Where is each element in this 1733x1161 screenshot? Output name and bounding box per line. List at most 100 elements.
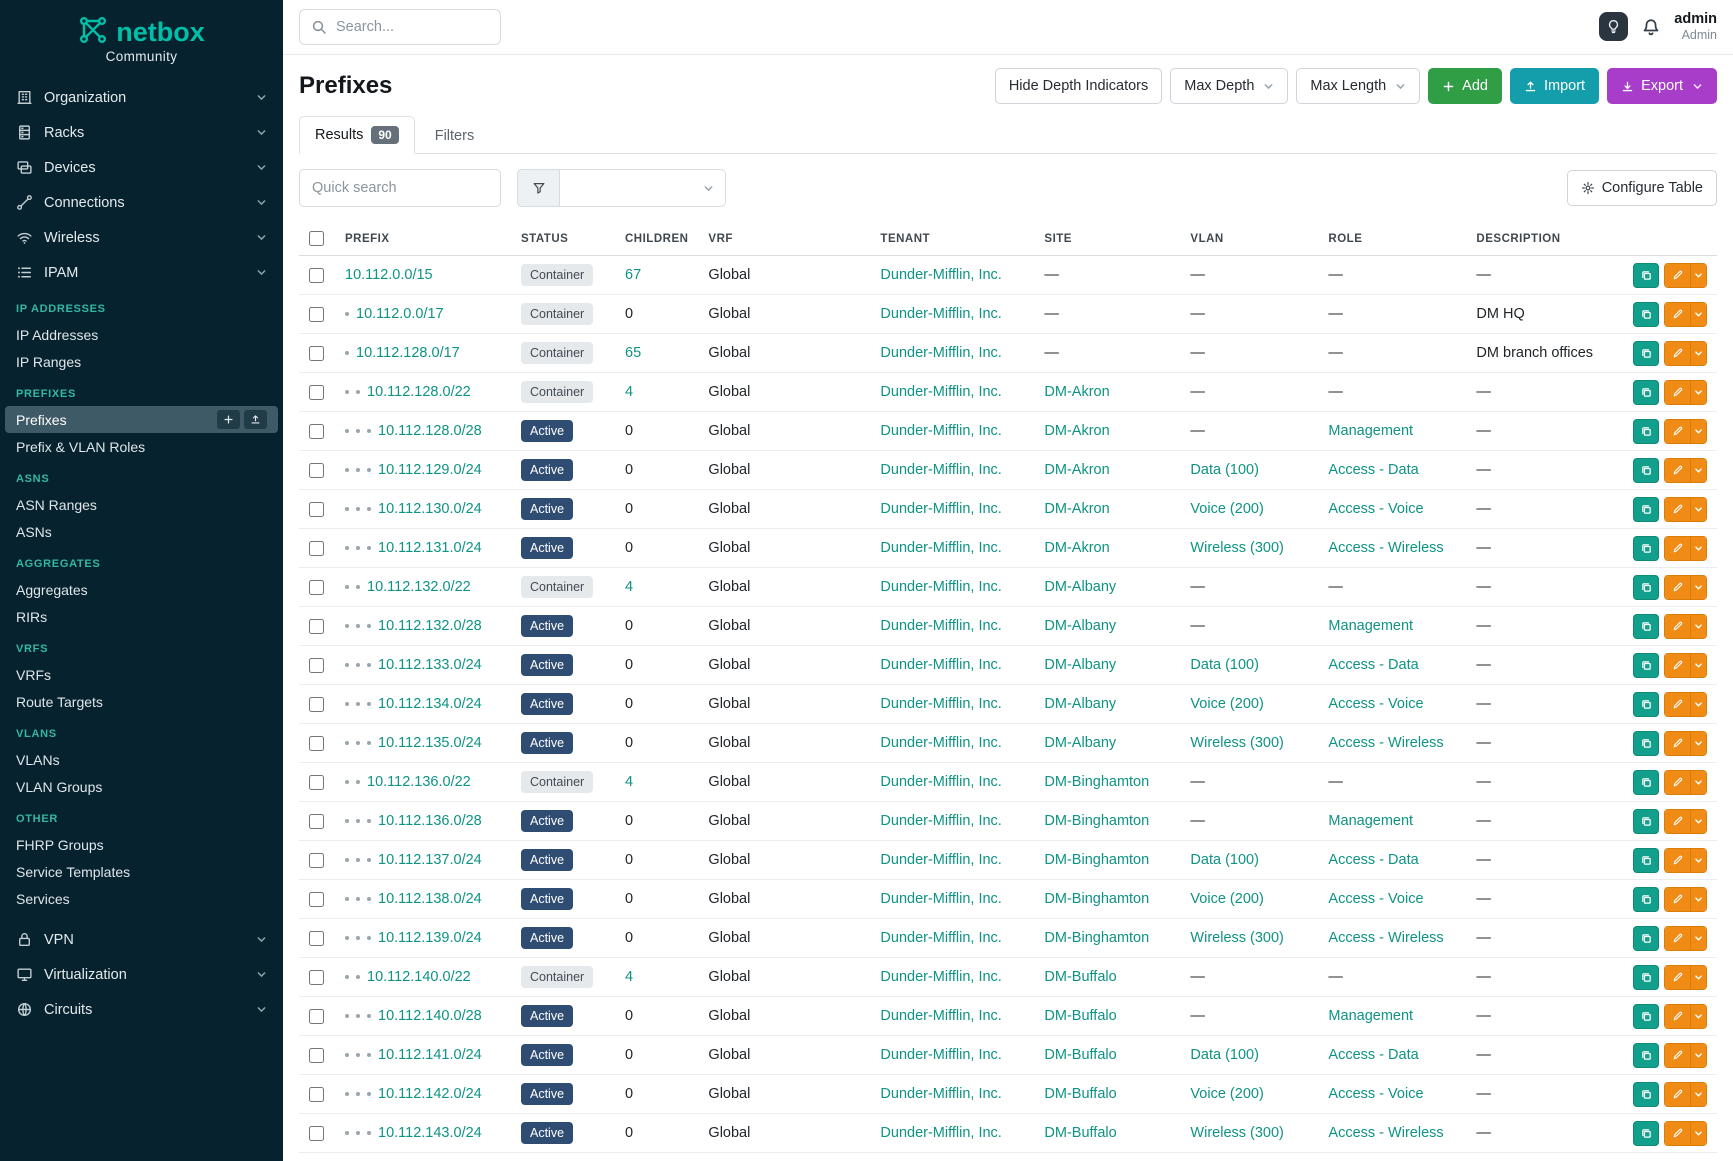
vlan-link[interactable]: Wireless (300) [1190, 540, 1284, 556]
column-header-children[interactable]: CHILDREN [615, 222, 699, 256]
edit-button[interactable] [1665, 770, 1690, 794]
row-checkbox[interactable] [309, 852, 324, 868]
role-link[interactable]: Access - Voice [1328, 1086, 1424, 1102]
site-link[interactable]: DM-Buffalo [1044, 1008, 1117, 1024]
edit-dropdown-caret[interactable] [1690, 692, 1706, 716]
site-link[interactable]: DM-Albany [1044, 618, 1117, 634]
row-checkbox[interactable] [309, 540, 324, 556]
prefix-link[interactable]: 10.112.136.0/22 [367, 774, 471, 790]
tenant-link[interactable]: Dunder-Mifflin, Inc. [880, 384, 1002, 400]
column-header-vlan[interactable]: VLAN [1180, 222, 1319, 256]
site-link[interactable]: DM-Albany [1044, 657, 1117, 673]
row-checkbox[interactable] [309, 1125, 324, 1141]
edit-button[interactable] [1665, 1121, 1690, 1145]
prefix-link[interactable]: 10.112.136.0/28 [378, 813, 482, 829]
sidebar-item-aggregates[interactable]: Aggregates [5, 576, 278, 603]
row-checkbox[interactable] [309, 696, 324, 712]
prefix-link[interactable]: 10.112.142.0/24 [378, 1086, 482, 1102]
vlan-link[interactable]: Voice (200) [1190, 696, 1264, 712]
sidebar-item-vrfs[interactable]: VRFs [5, 661, 278, 688]
row-checkbox[interactable] [309, 930, 324, 946]
edit-dropdown-caret[interactable] [1690, 614, 1706, 638]
tenant-link[interactable]: Dunder-Mifflin, Inc. [880, 969, 1002, 985]
row-checkbox[interactable] [309, 579, 324, 595]
netbox-logo[interactable]: netbox Community [0, 0, 283, 74]
tenant-link[interactable]: Dunder-Mifflin, Inc. [880, 540, 1002, 556]
clone-button[interactable] [1633, 301, 1659, 327]
import-button[interactable]: Import [1509, 68, 1600, 104]
global-search-input[interactable] [336, 19, 489, 35]
tenant-link[interactable]: Dunder-Mifflin, Inc. [880, 501, 1002, 517]
edit-button[interactable] [1665, 692, 1690, 716]
edit-button[interactable] [1665, 536, 1690, 560]
clone-button[interactable] [1633, 535, 1659, 561]
quick-add-button[interactable] [217, 410, 240, 429]
prefix-link[interactable]: 10.112.132.0/28 [378, 618, 482, 634]
user-menu[interactable]: admin Admin [1674, 11, 1717, 43]
site-link[interactable]: DM-Binghamton [1044, 774, 1150, 790]
site-link[interactable]: DM-Buffalo [1044, 1086, 1117, 1102]
site-link[interactable]: DM-Akron [1044, 501, 1110, 517]
prefix-link[interactable]: 10.112.133.0/24 [378, 657, 482, 673]
sidebar-item-rirs[interactable]: RIRs [5, 603, 278, 630]
clone-button[interactable] [1633, 1120, 1659, 1146]
row-checkbox[interactable] [309, 1047, 324, 1063]
edit-dropdown-caret[interactable] [1690, 575, 1706, 599]
clone-button[interactable] [1633, 418, 1659, 444]
clone-button[interactable] [1633, 847, 1659, 873]
edit-button[interactable] [1665, 965, 1690, 989]
sidebar-item-vpn[interactable]: VPN [0, 922, 283, 957]
clone-button[interactable] [1633, 925, 1659, 951]
edit-button[interactable] [1665, 887, 1690, 911]
prefix-link[interactable]: 10.112.140.0/28 [378, 1008, 482, 1024]
clone-button[interactable] [1633, 457, 1659, 483]
row-checkbox[interactable] [309, 657, 324, 673]
clone-button[interactable] [1633, 340, 1659, 366]
tenant-link[interactable]: Dunder-Mifflin, Inc. [880, 696, 1002, 712]
quick-search-input[interactable] [299, 169, 501, 207]
edit-dropdown-caret[interactable] [1690, 809, 1706, 833]
clone-button[interactable] [1633, 496, 1659, 522]
clone-button[interactable] [1633, 1042, 1659, 1068]
site-link[interactable]: DM-Binghamton [1044, 930, 1150, 946]
role-link[interactable]: Management [1328, 813, 1414, 829]
clone-button[interactable] [1633, 1003, 1659, 1029]
edit-dropdown-caret[interactable] [1690, 419, 1706, 443]
row-checkbox[interactable] [309, 462, 324, 478]
prefix-link[interactable]: 10.112.130.0/24 [378, 501, 482, 517]
sidebar-item-devices[interactable]: Devices [0, 150, 283, 185]
prefix-link[interactable]: 10.112.0.0/15 [345, 267, 433, 283]
row-checkbox[interactable] [309, 735, 324, 751]
site-link[interactable]: DM-Akron [1044, 384, 1110, 400]
edit-button[interactable] [1665, 809, 1690, 833]
prefix-link[interactable]: 10.112.141.0/24 [378, 1047, 482, 1063]
sidebar-item-route-targets[interactable]: Route Targets [5, 688, 278, 715]
row-checkbox[interactable] [309, 306, 324, 322]
site-link[interactable]: DM-Binghamton [1044, 813, 1150, 829]
row-checkbox[interactable] [309, 813, 324, 829]
tenant-link[interactable]: Dunder-Mifflin, Inc. [880, 1086, 1002, 1102]
role-link[interactable]: Access - Voice [1328, 696, 1424, 712]
row-checkbox[interactable] [309, 618, 324, 634]
vlan-link[interactable]: Data (100) [1190, 852, 1259, 868]
prefix-link[interactable]: 10.112.128.0/22 [367, 384, 471, 400]
prefix-link[interactable]: 10.112.128.0/17 [356, 345, 460, 361]
edit-dropdown-caret[interactable] [1690, 302, 1706, 326]
row-checkbox[interactable] [309, 1008, 324, 1024]
sidebar-item-fhrp-groups[interactable]: FHRP Groups [5, 831, 278, 858]
tenant-link[interactable]: Dunder-Mifflin, Inc. [880, 1047, 1002, 1063]
site-link[interactable]: DM-Akron [1044, 540, 1110, 556]
clone-button[interactable] [1633, 886, 1659, 912]
column-header-vrf[interactable]: VRF [698, 222, 871, 256]
edit-dropdown-caret[interactable] [1690, 887, 1706, 911]
sidebar-item-circuits[interactable]: Circuits [0, 992, 283, 1027]
vlan-link[interactable]: Data (100) [1190, 657, 1259, 673]
edit-button[interactable] [1665, 263, 1690, 287]
clone-button[interactable] [1633, 652, 1659, 678]
clone-button[interactable] [1633, 613, 1659, 639]
configure-table-button[interactable]: Configure Table [1566, 170, 1717, 206]
site-link[interactable]: DM-Albany [1044, 696, 1117, 712]
vlan-link[interactable]: Voice (200) [1190, 891, 1264, 907]
role-link[interactable]: Access - Wireless [1328, 540, 1444, 556]
vlan-link[interactable]: Wireless (300) [1190, 930, 1284, 946]
